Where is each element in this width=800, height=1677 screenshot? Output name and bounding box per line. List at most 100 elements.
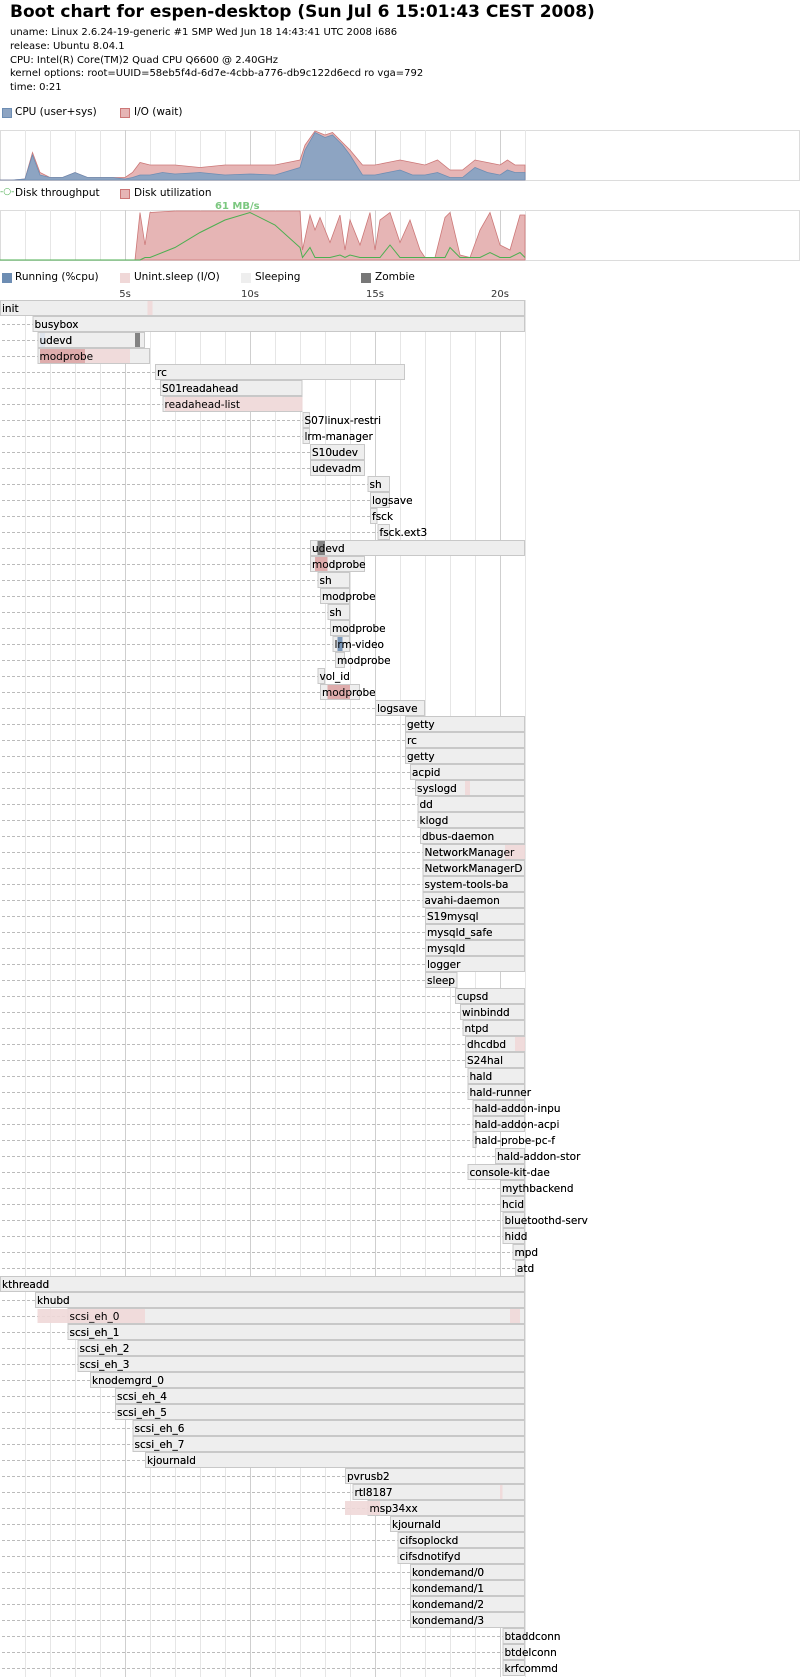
process-label-overlay: S10udev xyxy=(312,447,358,459)
process-bar xyxy=(500,1196,525,1212)
disk-throughput-legend-label: Disk throughput xyxy=(15,187,100,199)
process-label-overlay: dhcdbd xyxy=(467,1039,506,1051)
process-label-overlay: winbindd xyxy=(462,1007,510,1019)
page-title: Boot chart for espen-desktop (Sun Jul 6 … xyxy=(10,2,595,22)
process-label: mysqld_safe xyxy=(427,927,492,939)
process-bar xyxy=(410,764,525,780)
process-label-overlay: acpid xyxy=(412,767,440,779)
process-label: knodemgrd_0 xyxy=(92,1375,164,1387)
process-label-overlay: scsi_eh_4 xyxy=(117,1391,167,1403)
process-label-overlay: modprobe xyxy=(337,655,391,667)
process-state-mark xyxy=(317,541,325,555)
process-label-overlay: kjournald xyxy=(147,1455,196,1467)
process-bar xyxy=(502,1212,525,1228)
process-label: pvrusb2 xyxy=(347,1471,390,1483)
process-bar xyxy=(455,988,525,1004)
process-state-mark xyxy=(40,349,85,363)
process-label-overlay: readahead-list xyxy=(165,399,241,411)
process-label-overlay: scsi_eh_5 xyxy=(117,1407,167,1419)
process-state-mark xyxy=(465,781,470,795)
process-label: S01readahead xyxy=(162,383,238,395)
process-label-overlay: hald-probe-pc-f xyxy=(475,1135,556,1147)
process-label: cifsdnotifyd xyxy=(400,1551,461,1563)
process-label-overlay: dd xyxy=(420,799,433,811)
process-label: cupsd xyxy=(457,991,488,1003)
process-bar xyxy=(0,300,525,316)
process-bar xyxy=(397,1548,525,1564)
process-label-overlay: khubd xyxy=(37,1295,70,1307)
process-bar xyxy=(317,572,350,588)
process-bar xyxy=(317,668,325,684)
process-bar xyxy=(405,748,525,764)
process-bar xyxy=(410,1612,525,1628)
process-label: scsi_eh_3 xyxy=(80,1359,130,1371)
process-label: mythbackend xyxy=(502,1183,574,1195)
process-bar xyxy=(420,828,525,844)
process-label-overlay: S24hal xyxy=(467,1055,503,1067)
process-label: winbindd xyxy=(462,1007,510,1019)
process-label-overlay: kondemand/3 xyxy=(412,1615,484,1627)
process-label-overlay: busybox xyxy=(35,319,79,331)
process-bar xyxy=(417,812,525,828)
cpu-usage-area xyxy=(0,131,526,181)
process-bar xyxy=(502,1628,525,1644)
process-bar xyxy=(352,1484,525,1500)
zombie-legend-label: Zombie xyxy=(375,271,415,283)
process-label: btaddconn xyxy=(505,1631,561,1643)
process-bar xyxy=(422,860,525,876)
process-label-overlay: knodemgrd_0 xyxy=(92,1375,164,1387)
process-label-overlay: getty xyxy=(407,719,435,731)
process-bar xyxy=(467,1068,525,1084)
process-bar xyxy=(345,1468,525,1484)
process-label-overlay: hald-addon-inpu xyxy=(475,1103,561,1115)
process-label-overlay: modprobe xyxy=(312,559,366,571)
process-label: getty xyxy=(407,719,435,731)
process-bar xyxy=(310,460,365,476)
process-state-mark xyxy=(510,1309,520,1323)
cpu-legend-label: CPU (user+sys) xyxy=(15,106,97,118)
running-legend-label: Running (%cpu) xyxy=(15,271,99,283)
process-state-mark xyxy=(327,685,350,699)
running-legend-swatch xyxy=(2,273,12,283)
process-bar xyxy=(425,924,525,940)
process-state-mark xyxy=(345,1501,380,1515)
process-label: kondemand/3 xyxy=(412,1615,484,1627)
process-label: kondemand/1 xyxy=(412,1583,484,1595)
process-label: sh xyxy=(370,479,382,491)
process-label: hald-probe-pc-f xyxy=(475,1135,556,1147)
process-label: hcid xyxy=(502,1199,524,1211)
process-state-mark xyxy=(165,397,303,411)
process-bar xyxy=(155,364,405,380)
kernel-line: kernel options: root=UUID=58eb5f4d-6d7e-… xyxy=(10,68,424,79)
unint-sleep-legend-swatch xyxy=(120,273,130,283)
process-bar xyxy=(67,1324,525,1340)
io-legend-swatch xyxy=(120,108,130,118)
process-label: sh xyxy=(320,575,332,587)
process-bar xyxy=(335,652,345,668)
process-bar xyxy=(500,1180,525,1196)
process-label-overlay: mpd xyxy=(515,1247,539,1259)
process-bar xyxy=(330,620,350,636)
process-label-overlay: sleep xyxy=(427,975,455,987)
process-label: kthreadd xyxy=(2,1279,49,1291)
process-bar xyxy=(115,1404,525,1420)
disk-util-legend-label: Disk utilization xyxy=(134,187,212,199)
time-tick-label: 5s xyxy=(119,289,131,300)
process-label: lrm-manager xyxy=(305,431,374,443)
process-label-overlay: scsi_eh_3 xyxy=(80,1359,130,1371)
process-bar xyxy=(422,876,525,892)
process-bar xyxy=(465,1052,525,1068)
disk-max-label: 61 MB/s xyxy=(215,201,260,212)
process-label-overlay: kondemand/2 xyxy=(412,1599,484,1611)
process-bar xyxy=(397,1532,525,1548)
process-bar xyxy=(320,588,350,604)
process-label: S24hal xyxy=(467,1055,503,1067)
process-label-overlay: udevd xyxy=(40,335,73,347)
process-bar xyxy=(132,1436,525,1452)
process-bar xyxy=(472,1100,525,1116)
process-label: fsck.ext3 xyxy=(380,527,428,539)
process-bar xyxy=(502,1228,525,1244)
process-label: modprobe xyxy=(332,623,386,635)
process-bar xyxy=(502,1660,525,1676)
process-label-overlay: msp34xx xyxy=(370,1503,418,1515)
